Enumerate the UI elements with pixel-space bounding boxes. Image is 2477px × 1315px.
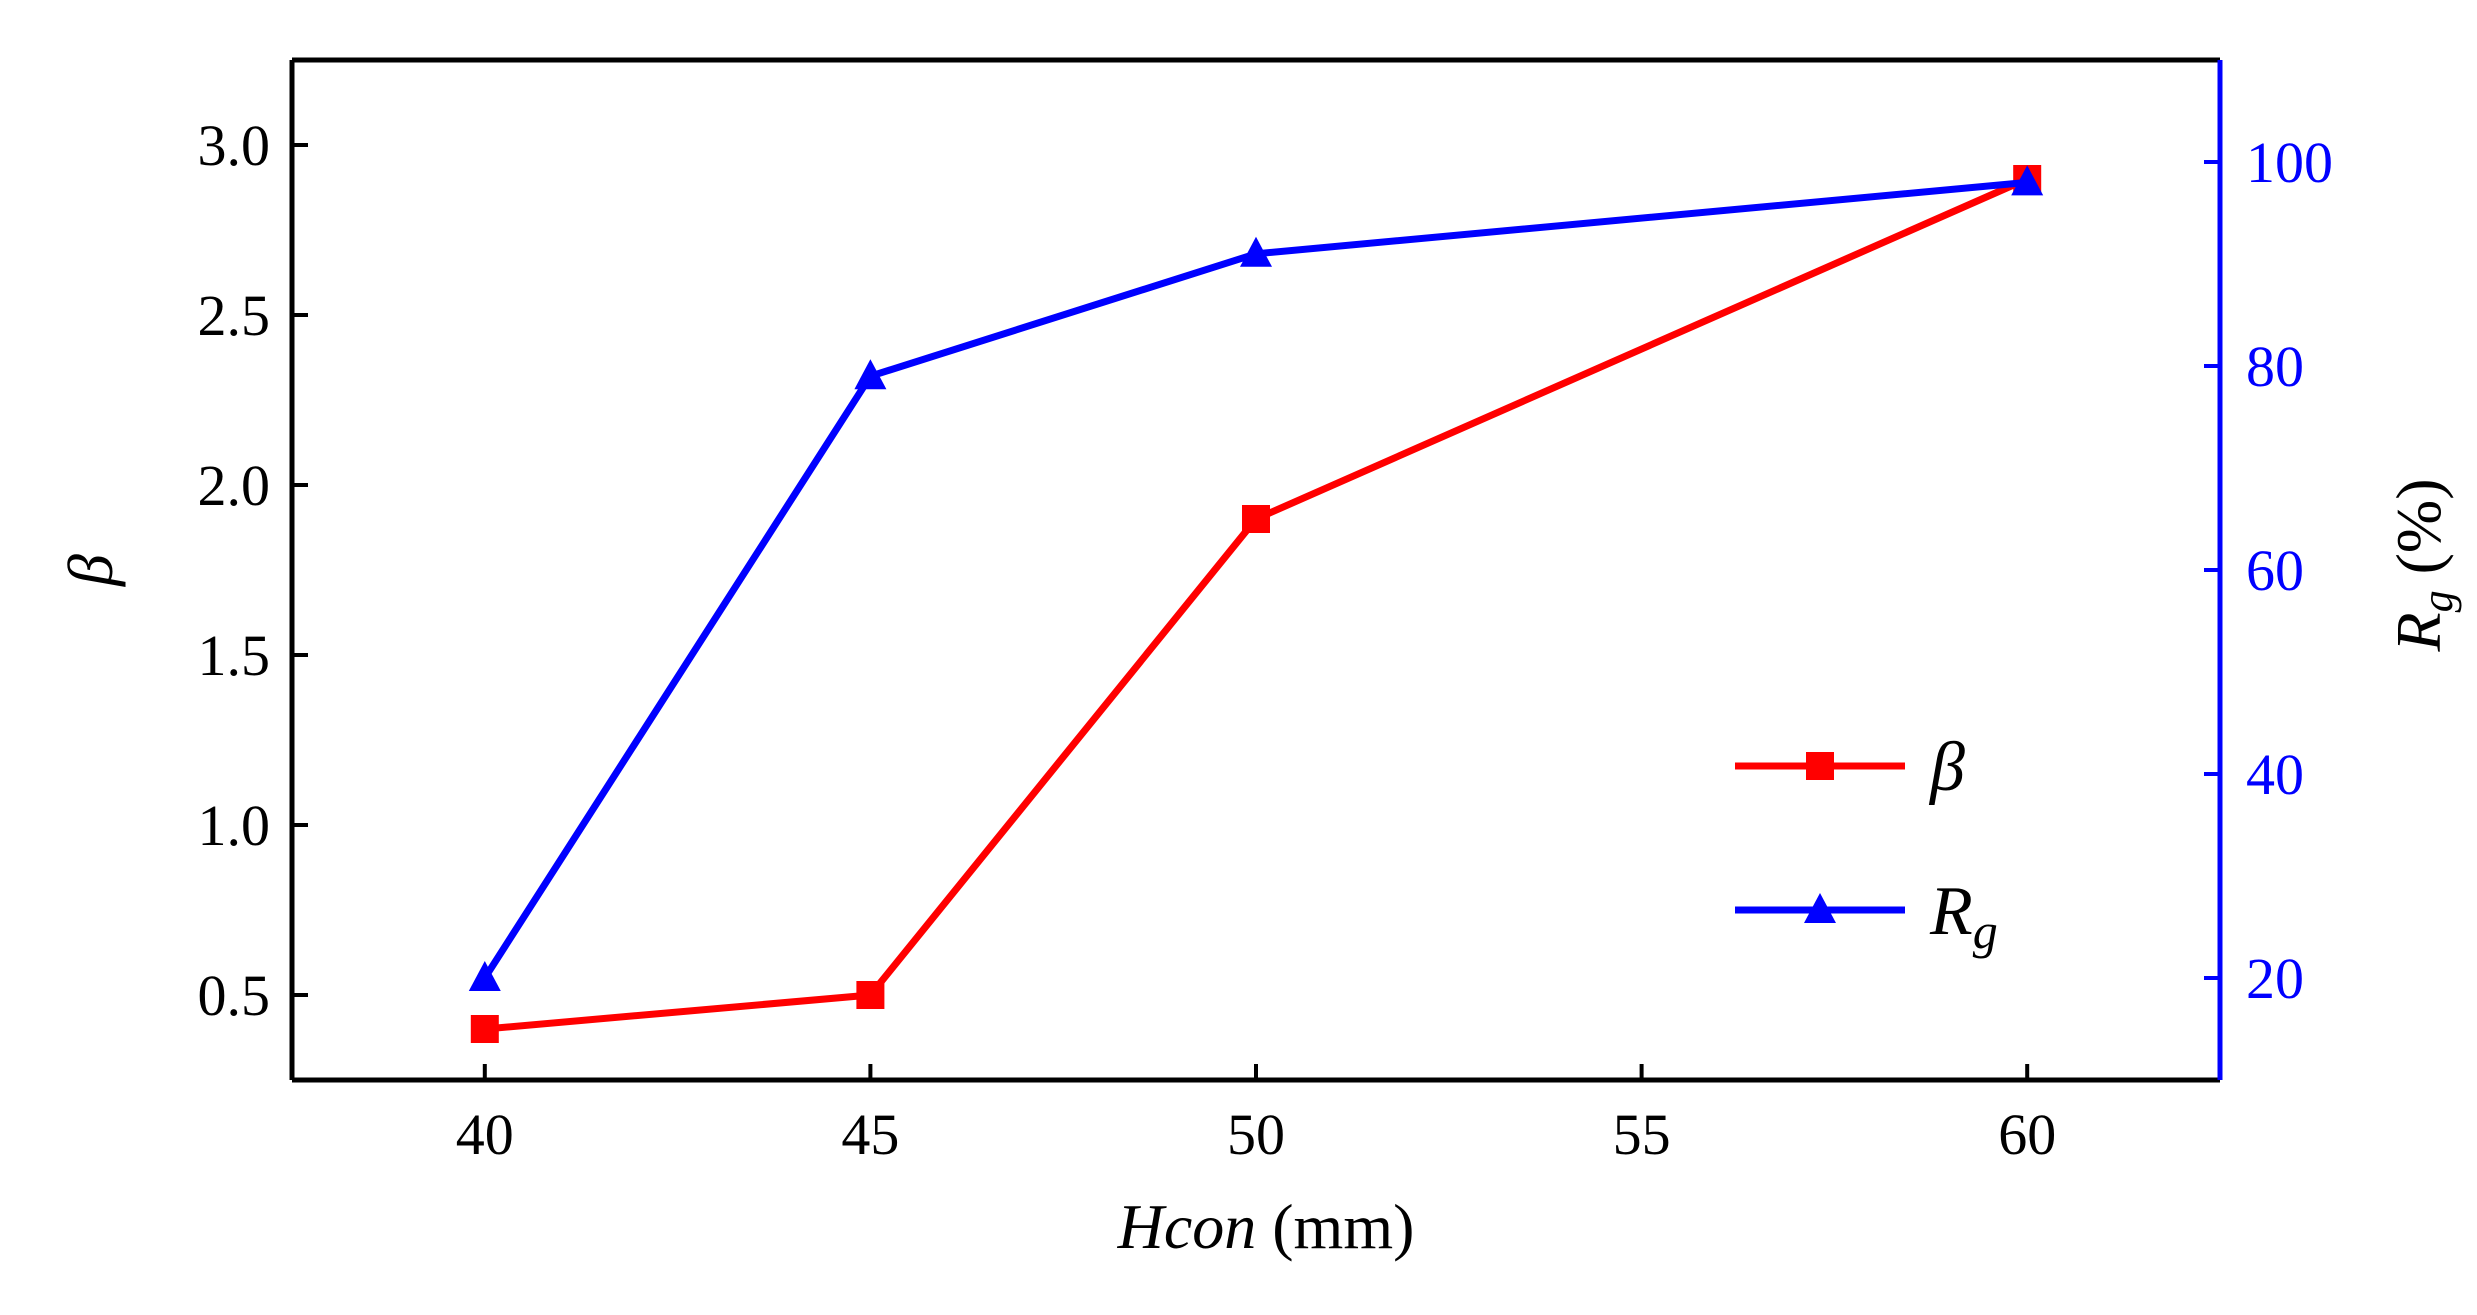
y-left-axis-title: β (55, 554, 126, 588)
data-point-rg-50 (1240, 236, 1272, 267)
y-left-tick-label: 2.0 (198, 453, 271, 518)
y-left-tick-label: 2.5 (198, 283, 271, 348)
y-right-tick-label: 80 (2246, 334, 2304, 399)
data-point-beta-50 (1242, 505, 1270, 533)
x-axis-title: Hcon (mm) (1117, 1191, 1415, 1262)
y-left-tick-label: 1.5 (198, 623, 271, 688)
y-right-axis-title: Rg (%) (2383, 478, 2462, 652)
series-line-beta (484, 175, 2029, 1033)
axes-layer: 40 45 50 55 60 0.5 1.0 1.5 2.0 2.5 3.0 20 40 60 80 100 H… (55, 57, 2462, 1262)
legend-marker (1804, 893, 1836, 923)
x-tick-label: 40 (456, 1102, 514, 1167)
y-left-tick-label: 0.5 (198, 963, 271, 1028)
data-point-beta-45 (856, 981, 885, 1009)
x-tick-label: 60 (1998, 1102, 2056, 1167)
y-right-tick-label: 60 (2246, 538, 2304, 603)
series-line-rg (481, 178, 2028, 980)
data-point-rg-45 (854, 359, 887, 390)
y-left-tick-label: 1.0 (198, 793, 271, 858)
legend: β Rg (1735, 729, 1998, 959)
x-tick-label: 50 (1227, 1102, 1285, 1167)
x-tick-label: 45 (841, 1102, 899, 1167)
data-point-beta-40 (470, 1015, 499, 1043)
data-point-rg-40 (468, 961, 501, 991)
y-right-tick-label: 40 (2246, 742, 2304, 807)
y-right-tick-label: 20 (2246, 946, 2304, 1011)
data-point-rg-60 (2011, 165, 2044, 196)
legend-label: Rg (1929, 873, 1998, 959)
x-tick-label: 55 (1613, 1102, 1671, 1167)
y-right-tick-label: 100 (2246, 130, 2333, 195)
series-layer (468, 165, 2044, 1043)
legend-marker (1806, 752, 1834, 780)
legend-label: β (1928, 729, 1965, 806)
y-left-tick-label: 3.0 (198, 113, 271, 178)
